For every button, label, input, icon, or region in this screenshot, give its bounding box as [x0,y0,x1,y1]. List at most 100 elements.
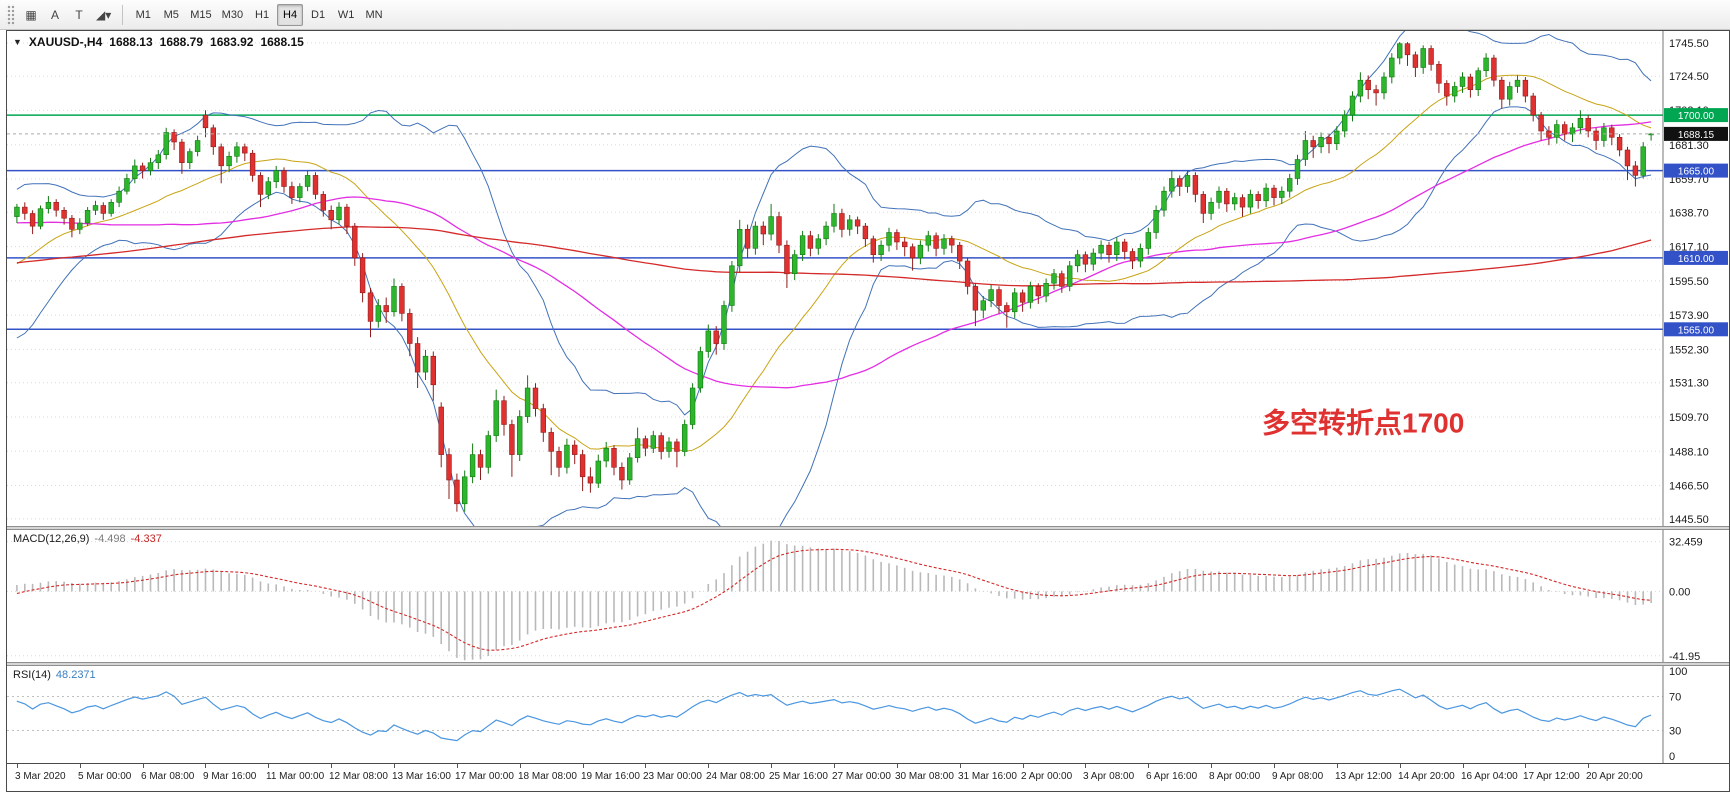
timeframe-h4[interactable]: H4 [277,3,304,26]
svg-text:1573.90: 1573.90 [1669,310,1709,322]
time-label: 12 Mar 08:00 [329,771,388,782]
timeframe-m15[interactable]: M15 [190,8,212,21]
rsi-panel: 100 70 30 0 RSI(14) 48.2371 [7,666,1729,763]
time-tick [394,764,395,768]
rsi-levels [7,696,1663,731]
svg-text:1688.15: 1688.15 [1678,130,1715,141]
svg-text:0.00: 0.00 [1669,586,1690,598]
time-label: 6 Apr 16:00 [1146,771,1198,782]
time-label: 17 Mar 00:00 [455,771,514,782]
time-label: 16 Apr 04:00 [1461,771,1518,782]
svg-text:1617.10: 1617.10 [1669,242,1709,254]
svg-text:70: 70 [1669,692,1681,704]
ohlc-close: 1688.15 [260,35,304,49]
time-label: 25 Mar 16:00 [769,771,828,782]
macd-signal-line [16,548,1652,651]
time-label: 11 Mar 00:00 [266,771,325,782]
time-label: 13 Apr 12:00 [1335,771,1392,782]
time-label: 31 Mar 16:00 [958,771,1017,782]
time-tick [1525,764,1526,768]
main-chart-panel: 多空转折点17001745.501724.501703.101681.30165… [7,31,1729,526]
time-tick [457,764,458,768]
rsi-name: RSI(14) [13,669,51,681]
svg-text:30: 30 [1669,726,1681,738]
time-tick [583,764,584,768]
time-tick [1211,764,1212,768]
svg-text:1488.10: 1488.10 [1669,446,1709,458]
time-tick [834,764,835,768]
time-tick [897,764,898,768]
macd-chart[interactable]: 32.459 0.00 -41.95 [7,530,1729,662]
time-tick [143,764,144,768]
ohlc-low: 1683.92 [210,35,254,49]
price-grid [7,42,1663,520]
time-label: 24 Mar 08:00 [706,771,765,782]
timeframe-h1[interactable]: H1 [255,8,270,21]
svg-text:1638.70: 1638.70 [1669,207,1709,219]
current-price-badge: 1688.15 [1664,126,1728,141]
time-label: 8 Apr 00:00 [1209,771,1261,782]
hline-price-badge: 1700.00 [1664,108,1728,123]
time-label: 6 Mar 08:00 [141,771,195,782]
time-label: 2 Apr 00:00 [1021,771,1073,782]
timeframe-m30[interactable]: M30 [221,8,244,21]
toolbar-drag-handle[interactable] [6,3,15,26]
svg-text:1700.00: 1700.00 [1678,111,1715,122]
time-tick [708,764,709,768]
main-chart[interactable]: 多空转折点17001745.501724.501703.101681.30165… [7,31,1729,526]
bollinger-bands [16,31,1652,526]
time-label: 13 Mar 16:00 [392,771,451,782]
time-tick [1588,764,1589,768]
macd-histogram [16,540,1652,661]
shapes-dropdown[interactable]: ◢▾ [96,7,112,22]
time-label: 14 Apr 20:00 [1398,771,1455,782]
time-label: 3 Mar 2020 [15,771,66,782]
text-t-tool[interactable]: T [75,7,83,22]
ohlc-high: 1688.79 [159,35,204,49]
timeframe-m5[interactable]: M5 [163,8,179,21]
svg-text:1466.50: 1466.50 [1669,481,1709,493]
time-tick [1085,764,1086,768]
price-axis-labels: 1745.501724.501703.101681.301659.701638.… [1669,38,1709,526]
time-tick [80,764,81,768]
time-axis[interactable]: 3 Mar 2020 5 Mar 00:00 6 Mar 08:00 9 Mar 16… [7,763,1729,791]
timeframe-m1[interactable]: M1 [135,8,151,21]
symbol-name: XAUUSD-,H4 [28,35,103,49]
svg-text:1552.30: 1552.30 [1669,344,1709,356]
time-label: 19 Mar 16:00 [581,771,640,782]
time-label: 23 Mar 00:00 [643,771,702,782]
time-tick [645,764,646,768]
rsi-chart[interactable]: 100 70 30 0 [7,666,1729,763]
svg-text:1445.50: 1445.50 [1669,514,1709,526]
macd-main-value: -4.498 [94,533,126,545]
macd-axis-labels: 32.459 0.00 -41.95 [1669,537,1703,662]
timeframe-mn[interactable]: MN [365,8,383,21]
chart-expand-icon[interactable]: ▼ [13,37,22,47]
rsi-axis-labels: 100 70 30 0 [1669,666,1687,763]
macd-label: MACD(12,26,9) -4.498 -4.337 [13,533,162,545]
macd-signal-value: -4.337 [130,533,162,545]
toolbar-separator [122,4,124,25]
time-tick [1148,764,1149,768]
time-tick [1337,764,1338,768]
time-tick [17,764,18,768]
time-label: 3 Apr 08:00 [1083,771,1135,782]
hline-price-badge: 1565.00 [1664,322,1728,337]
panel-splitter[interactable] [7,662,1729,666]
svg-text:1681.30: 1681.30 [1669,140,1709,152]
hline-price-badge: 1665.00 [1664,163,1728,178]
timeframe-d1[interactable]: D1 [311,8,326,21]
macd-panel: 32.459 0.00 -41.95 MACD(12,26,9) -4.498 -4.3… [7,530,1729,662]
panel-splitter[interactable] [7,526,1729,530]
time-tick [960,764,961,768]
svg-text:100: 100 [1669,666,1687,678]
svg-text:-41.95: -41.95 [1669,651,1700,662]
svg-text:1665.00: 1665.00 [1678,167,1715,178]
grid-icon[interactable]: ▦ [25,7,37,22]
time-label: 5 Mar 00:00 [78,771,132,782]
time-label: 9 Apr 08:00 [1272,771,1324,782]
time-tick [268,764,269,768]
timeframe-w1[interactable]: W1 [337,8,355,21]
text-a-tool[interactable]: A [50,7,59,22]
chart-window: 多空转折点17001745.501724.501703.101681.30165… [6,30,1730,792]
